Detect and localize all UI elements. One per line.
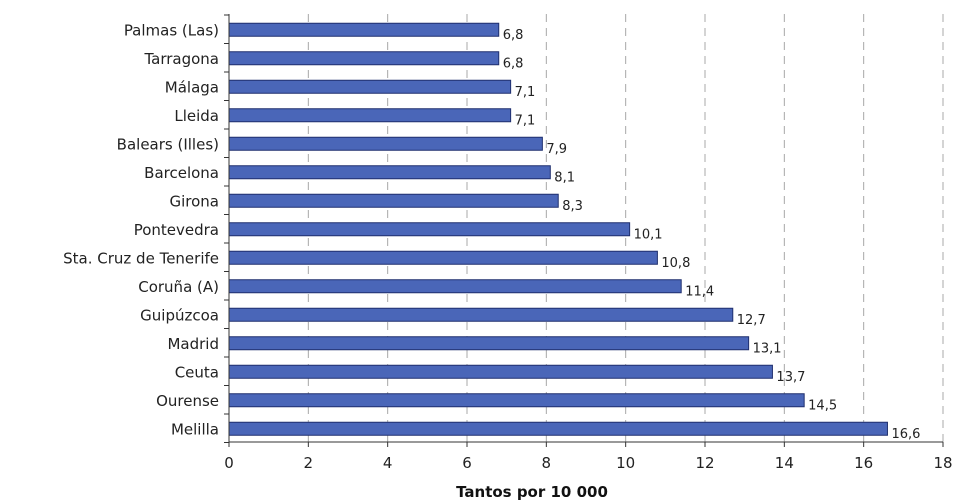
x-tick-label: 14 [775, 454, 794, 472]
x-tick-label: 18 [933, 454, 952, 472]
bar [228, 250, 658, 265]
category-label: Balears (Illes) [117, 135, 219, 153]
data-label: 11,4 [685, 284, 714, 299]
x-tick-label: 10 [616, 454, 635, 472]
bar [228, 193, 559, 208]
bar [228, 136, 543, 151]
data-label: 14,5 [808, 398, 837, 413]
data-label: 10,1 [634, 227, 663, 242]
data-label: 6,8 [503, 56, 524, 71]
bar [228, 79, 512, 94]
bar [228, 22, 500, 37]
category-label: Tarragona [143, 50, 219, 68]
category-label: Barcelona [144, 164, 219, 182]
data-label: 12,7 [737, 313, 766, 328]
bar [228, 165, 551, 180]
category-label: Lleida [174, 107, 219, 125]
bar [228, 108, 512, 123]
bar [228, 51, 500, 66]
data-label: 10,8 [661, 256, 690, 271]
data-label: 7,1 [515, 113, 536, 128]
bar [228, 336, 750, 351]
category-label: Ceuta [175, 363, 219, 381]
category-label: Guipúzcoa [140, 306, 219, 324]
data-label: 13,1 [753, 341, 782, 356]
category-label: Coruña (A) [138, 278, 219, 296]
data-label: 8,3 [562, 199, 583, 214]
category-label: Madrid [167, 335, 219, 353]
x-tick-label: 0 [224, 454, 234, 472]
category-label: Ourense [156, 392, 219, 410]
data-label: 7,9 [546, 142, 567, 157]
category-label: Málaga [165, 78, 219, 96]
labels: 0 2 4 6 8 10 12 14 16 18 Palmas (Las) 6,8 Tarragona 6… [63, 21, 952, 472]
data-label: 16,6 [891, 427, 920, 442]
x-tick-label: 4 [383, 454, 393, 472]
bar [228, 222, 631, 237]
category-label: Palmas (Las) [124, 21, 219, 39]
data-label: 13,7 [776, 370, 805, 385]
bar [228, 307, 734, 322]
category-label: Girona [169, 192, 219, 210]
axes [224, 14, 944, 447]
x-tick-label: 16 [854, 454, 873, 472]
x-tick-label: 2 [304, 454, 314, 472]
x-axis-title: Tantos por 10 000 [456, 483, 608, 501]
x-tick-label: 8 [542, 454, 552, 472]
x-tick-label: 6 [462, 454, 472, 472]
bar [228, 364, 773, 379]
bar [228, 393, 805, 408]
x-tick-label: 12 [695, 454, 714, 472]
category-label: Melilla [171, 420, 219, 438]
bar [228, 279, 682, 294]
data-label: 6,8 [503, 28, 524, 43]
data-label: 8,1 [554, 170, 575, 185]
data-label: 7,1 [515, 85, 536, 100]
category-label: Sta. Cruz de Tenerife [63, 249, 219, 267]
category-label: Pontevedra [134, 221, 219, 239]
bar [228, 421, 888, 436]
